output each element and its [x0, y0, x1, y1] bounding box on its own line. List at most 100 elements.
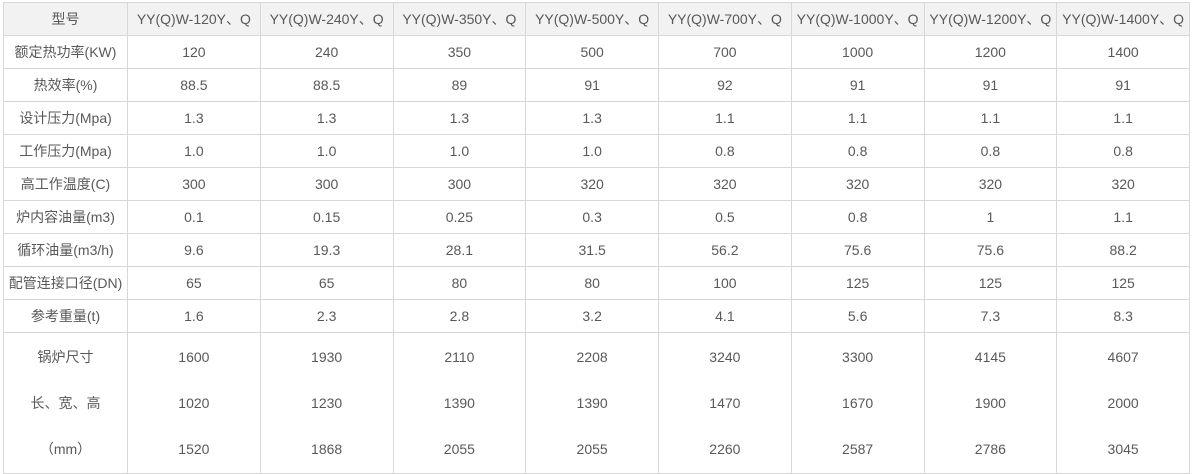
cell-value: 91 — [790, 68, 925, 102]
cell-value: 65 — [127, 266, 261, 300]
size-value: 1930 — [311, 349, 343, 365]
cell-value: 19.3 — [259, 233, 394, 267]
corner-header: 型号 — [3, 2, 128, 36]
size-value: 2000 — [1107, 395, 1139, 411]
cell-value: 8.3 — [1056, 299, 1190, 333]
cell-value: 0.25 — [392, 200, 527, 234]
cell-value: 300 — [392, 167, 527, 201]
size-label-line: 锅炉尺寸 — [37, 349, 94, 365]
cell-value: 700 — [658, 35, 792, 69]
cell-value: 0.15 — [259, 200, 394, 234]
column-header: YY(Q)W-700Y、Q — [658, 2, 792, 36]
row-label: 设计压力(Mpa) — [3, 101, 128, 135]
cell-value: 0.8 — [790, 200, 925, 234]
cell-value: 89 — [392, 68, 527, 102]
cell-value: 1.3 — [259, 101, 394, 135]
column-header: YY(Q)W-1400Y、Q — [1056, 2, 1190, 36]
cell-value: 125 — [1056, 266, 1190, 300]
table-row: 参考重量(t) 1.6 2.3 2.8 3.2 4.1 5.6 7.3 8.3 — [3, 299, 1190, 333]
cell-value: 0.8 — [1056, 134, 1190, 168]
boiler-spec-table: 型号 YY(Q)W-120Y、Q YY(Q)W-240Y、Q YY(Q)W-350Y、… — [3, 2, 1190, 474]
row-label: 循环油量(m3/h) — [3, 233, 128, 267]
cell-value: 0.8 — [923, 134, 1058, 168]
row-label: 额定热功率(KW) — [3, 35, 128, 69]
cell-value: 4.1 — [658, 299, 792, 333]
cell-value: 320 — [658, 167, 792, 201]
size-value: 2260 — [709, 441, 741, 457]
size-value: 1670 — [842, 395, 874, 411]
header-row: 型号 YY(Q)W-120Y、Q YY(Q)W-240Y、Q YY(Q)W-350Y、… — [3, 2, 1190, 36]
cell-value: 7.3 — [923, 299, 1058, 333]
column-header: YY(Q)W-120Y、Q — [127, 2, 261, 36]
size-value: 1470 — [709, 395, 741, 411]
cell-value: 88.5 — [127, 68, 261, 102]
size-value: 1020 — [178, 395, 210, 411]
table-body: 额定热功率(KW) 120 240 350 500 700 1000 1200 1400 热效率(… — [3, 35, 1190, 474]
size-value: 1900 — [974, 395, 1006, 411]
cell-value: 125 — [923, 266, 1058, 300]
cell-value: 80 — [525, 266, 659, 300]
size-value: 2587 — [842, 441, 874, 457]
cell-value: 1.1 — [1056, 200, 1190, 234]
cell-value: 91 — [923, 68, 1058, 102]
cell-value: 1.3 — [525, 101, 659, 135]
cell-value: 0.3 — [525, 200, 659, 234]
cell-value: 320 — [923, 167, 1058, 201]
size-value: 2786 — [974, 441, 1006, 457]
table-row: 工作压力(Mpa) 1.0 1.0 1.0 1.0 0.8 0.8 0.8 0.8 — [3, 134, 1190, 168]
cell-value: 320 — [525, 167, 659, 201]
table-row: 额定热功率(KW) 120 240 350 500 700 1000 1200 1400 — [3, 35, 1190, 69]
column-header: YY(Q)W-240Y、Q — [259, 2, 394, 36]
size-values-cell: 1930 1230 1868 — [259, 332, 394, 474]
size-values-cell: 2110 1390 2055 — [392, 332, 527, 474]
size-value: 4145 — [974, 349, 1006, 365]
cell-value: 91 — [525, 68, 659, 102]
cell-value: 1400 — [1056, 35, 1190, 69]
size-value: 1600 — [178, 349, 210, 365]
cell-value: 125 — [790, 266, 925, 300]
cell-value: 240 — [259, 35, 394, 69]
cell-value: 0.8 — [790, 134, 925, 168]
size-values-cell: 3240 1470 2260 — [658, 332, 792, 474]
size-value: 3045 — [1107, 441, 1139, 457]
cell-value: 75.6 — [790, 233, 925, 267]
cell-value: 0.8 — [658, 134, 792, 168]
cell-value: 91 — [1056, 68, 1190, 102]
cell-value: 1.0 — [259, 134, 394, 168]
row-label: 工作压力(Mpa) — [3, 134, 128, 168]
cell-value: 0.1 — [127, 200, 261, 234]
size-value: 2055 — [576, 441, 608, 457]
row-label: 配管连接口径(DN) — [3, 266, 128, 300]
cell-value: 1.1 — [923, 101, 1058, 135]
cell-value: 1.1 — [790, 101, 925, 135]
size-value: 1520 — [178, 441, 210, 457]
size-values-cell: 3300 1670 2587 — [790, 332, 925, 474]
cell-value: 88.2 — [1056, 233, 1190, 267]
size-value: 1230 — [311, 395, 343, 411]
cell-value: 500 — [525, 35, 659, 69]
column-header: YY(Q)W-350Y、Q — [392, 2, 527, 36]
cell-value: 1.0 — [392, 134, 527, 168]
column-header: YY(Q)W-1000Y、Q — [790, 2, 925, 36]
cell-value: 31.5 — [525, 233, 659, 267]
cell-value: 92 — [658, 68, 792, 102]
cell-value: 0.5 — [658, 200, 792, 234]
table-row: 循环油量(m3/h) 9.6 19.3 28.1 31.5 56.2 75.6 75.6 88.… — [3, 233, 1190, 267]
size-value: 2055 — [443, 441, 475, 457]
size-values-cell: 1600 1020 1520 — [127, 332, 261, 474]
cell-value: 80 — [392, 266, 527, 300]
cell-value: 350 — [392, 35, 527, 69]
size-values-cell: 2208 1390 2055 — [525, 332, 659, 474]
cell-value: 1000 — [790, 35, 925, 69]
size-value: 1390 — [443, 395, 475, 411]
cell-value: 320 — [1056, 167, 1190, 201]
table-row: 高工作温度(C) 300 300 300 320 320 320 320 320 — [3, 167, 1190, 201]
cell-value: 1.0 — [525, 134, 659, 168]
size-label-line: （mm） — [39, 441, 92, 457]
cell-value: 1.1 — [658, 101, 792, 135]
cell-value: 1.3 — [392, 101, 527, 135]
cell-value: 1.6 — [127, 299, 261, 333]
cell-value: 2.8 — [392, 299, 527, 333]
size-values-cell: 4607 2000 3045 — [1056, 332, 1190, 474]
